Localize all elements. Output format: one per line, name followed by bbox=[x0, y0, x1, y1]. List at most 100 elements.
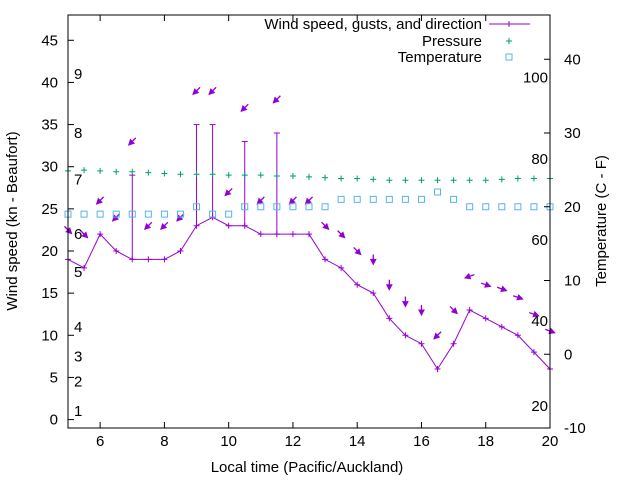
wind-direction-arrowhead bbox=[338, 231, 346, 239]
wind-direction-arrowhead bbox=[418, 309, 425, 317]
wind-speed-point bbox=[81, 264, 88, 271]
wind-speed-point bbox=[386, 315, 393, 322]
pressure-point bbox=[434, 177, 441, 184]
wind-speed-point bbox=[338, 264, 345, 271]
x-tick-label: 20 bbox=[542, 433, 559, 450]
pressure-point bbox=[257, 172, 264, 179]
wind-direction-arrowhead bbox=[127, 138, 136, 146]
x-tick-label: 8 bbox=[160, 433, 168, 450]
pressure-point bbox=[354, 175, 361, 182]
pressure-point bbox=[273, 172, 280, 179]
y-tick-label: 20 bbox=[41, 243, 58, 260]
wind-speed-line bbox=[67, 216, 551, 370]
temperature-point bbox=[450, 195, 458, 203]
beaufort-label: 3 bbox=[74, 348, 82, 365]
x-tick-label: 10 bbox=[220, 433, 237, 450]
wind-speed-point bbox=[161, 256, 168, 263]
pressure-point bbox=[177, 171, 184, 178]
pressure-point bbox=[97, 167, 104, 174]
y2-axis-label: Temperature (C - F) bbox=[593, 155, 610, 287]
temperature-point bbox=[257, 203, 265, 211]
wind-speed-point bbox=[241, 222, 248, 229]
legend-sample-temperature bbox=[505, 53, 513, 61]
temperature-point bbox=[128, 210, 136, 218]
wind-direction-arrowhead bbox=[500, 285, 508, 292]
wind-speed-point bbox=[434, 366, 441, 372]
pressure-point bbox=[306, 173, 312, 180]
temperature-point bbox=[289, 203, 297, 211]
pressure-point bbox=[129, 168, 136, 175]
beaufort-label: 8 bbox=[74, 125, 82, 142]
temperature-point bbox=[417, 195, 425, 203]
wind-speed-point bbox=[402, 332, 409, 339]
wind-speed-point bbox=[129, 256, 136, 263]
wind-speed-point bbox=[225, 222, 232, 229]
wind-direction-arrowhead bbox=[160, 222, 168, 231]
plot-area bbox=[64, 86, 556, 372]
temperature-point bbox=[225, 210, 233, 218]
temperature-point bbox=[305, 203, 313, 211]
pressure-point bbox=[466, 177, 473, 184]
pressure-point bbox=[161, 170, 168, 177]
beaufort-label: 5 bbox=[74, 264, 82, 281]
wind-speed-point bbox=[257, 231, 264, 238]
wind-direction-arrowhead bbox=[433, 332, 441, 340]
pressure-point bbox=[81, 167, 88, 174]
temperature-point bbox=[530, 203, 538, 211]
pressure-point bbox=[370, 176, 377, 183]
temperature-point bbox=[498, 203, 506, 211]
wind-speed-point bbox=[97, 231, 104, 238]
y2-tick-label: 0 bbox=[564, 346, 572, 363]
pressure-point bbox=[514, 175, 521, 182]
wind-speed-point bbox=[466, 307, 473, 313]
wind-direction-arrowhead bbox=[532, 310, 540, 318]
fahrenheit-label: 80 bbox=[531, 151, 548, 168]
pressure-point bbox=[386, 177, 393, 184]
temperature-point bbox=[401, 195, 409, 203]
temperature-point bbox=[434, 188, 442, 196]
wind-speed-point bbox=[482, 315, 489, 322]
pressure-point bbox=[450, 177, 457, 184]
pressure-point bbox=[530, 175, 537, 182]
temperature-point bbox=[482, 203, 490, 211]
wind-direction-arrowhead bbox=[272, 96, 280, 104]
wind-direction-arrowhead bbox=[516, 293, 524, 301]
pressure-point bbox=[209, 171, 216, 178]
y-tick-label: 15 bbox=[41, 285, 58, 302]
wind-direction-arrowhead bbox=[144, 222, 152, 231]
x-tick-label: 18 bbox=[477, 433, 494, 450]
beaufort-label: 4 bbox=[74, 319, 82, 336]
y-tick-label: 25 bbox=[41, 201, 58, 218]
x-axis-label: Local time (Pacific/Auckland) bbox=[211, 459, 404, 476]
wind-speed-point bbox=[113, 248, 120, 254]
temperature-point bbox=[466, 203, 474, 211]
wind-direction-arrowhead bbox=[240, 104, 248, 113]
temperature-point bbox=[337, 195, 345, 203]
y-tick-label: 10 bbox=[41, 327, 58, 344]
axes: 6 8 10 12 14 16 18 20051015202530354045-1001020… bbox=[41, 14, 586, 450]
wind-speed-point bbox=[289, 231, 296, 238]
legend-sample-pressure bbox=[506, 38, 512, 44]
plot-frame bbox=[67, 14, 551, 429]
y-tick-label: 35 bbox=[41, 117, 58, 134]
legend-label-pressure: Pressure bbox=[422, 33, 482, 50]
temperature-point bbox=[241, 203, 249, 211]
pressure-point bbox=[113, 168, 120, 175]
temperature-point bbox=[209, 210, 217, 218]
beaufort-label: 9 bbox=[74, 66, 82, 83]
temperature-point bbox=[514, 203, 522, 211]
y-tick-label: 40 bbox=[41, 74, 58, 91]
wind-speed-point bbox=[306, 231, 312, 238]
wind-direction-arrowhead bbox=[256, 197, 264, 205]
wind-direction-arrowhead bbox=[484, 281, 492, 288]
wind-direction-arrowhead bbox=[401, 301, 409, 308]
wind-speed-point bbox=[450, 340, 457, 347]
pressure-point bbox=[193, 171, 200, 178]
beaufort-label: 1 bbox=[74, 403, 82, 420]
wind-direction-arrowhead bbox=[369, 258, 377, 266]
wind-direction-arrowhead bbox=[304, 197, 312, 205]
wind-direction-arrowhead bbox=[463, 272, 472, 280]
pressure-point bbox=[482, 177, 489, 184]
y-tick-label: 45 bbox=[41, 32, 58, 49]
wind-direction-arrowhead bbox=[322, 222, 330, 231]
